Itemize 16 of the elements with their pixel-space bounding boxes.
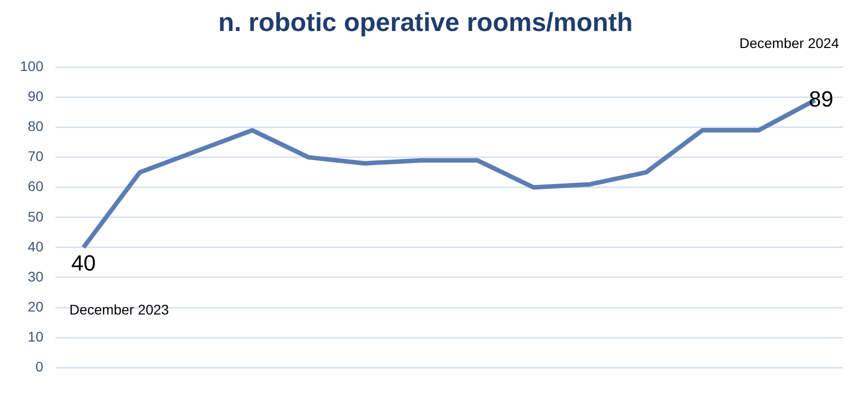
annotation: December 2023 <box>69 301 170 318</box>
y-tick-label: 30 <box>28 268 44 284</box>
y-tick-label: 80 <box>28 118 44 134</box>
data-label: 89 <box>808 86 834 112</box>
data-label: 40 <box>71 250 96 276</box>
y-tick-label: 10 <box>28 328 44 344</box>
y-tick-label: 40 <box>28 238 44 254</box>
y-tick-label: 50 <box>28 208 44 224</box>
text: December 2024 <box>739 34 840 51</box>
y-tick-label: 20 <box>28 298 44 314</box>
chart-title: n. robotic operative rooms/month <box>218 6 633 37</box>
y-tick-label: 60 <box>28 178 44 194</box>
y-tick-label: 90 <box>28 88 44 104</box>
y-tick-label: 100 <box>20 58 44 74</box>
y-tick-label: 70 <box>28 148 44 164</box>
y-tick-label: 0 <box>36 358 44 374</box>
